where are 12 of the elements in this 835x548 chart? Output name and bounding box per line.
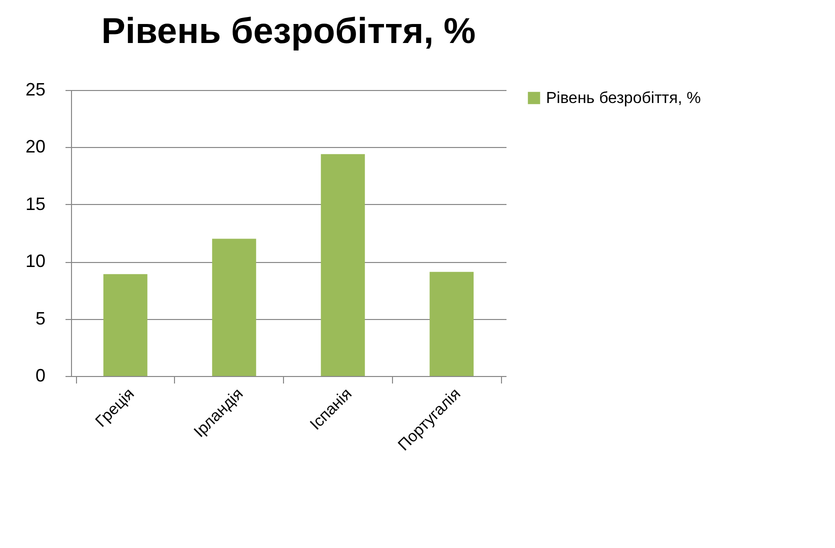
bar bbox=[430, 272, 474, 376]
y-tick-label: 20 bbox=[25, 136, 46, 157]
y-tick-label: 0 bbox=[35, 366, 46, 386]
y-tick-label: 25 bbox=[25, 80, 46, 100]
legend-label: Рівень безробіття, % bbox=[546, 90, 701, 107]
y-tick-label: 10 bbox=[25, 251, 46, 272]
bar bbox=[320, 154, 365, 376]
bar bbox=[103, 274, 148, 376]
bar bbox=[212, 238, 256, 376]
y-tick-label: 15 bbox=[25, 194, 46, 214]
chart-title: Рівень безробіття, % bbox=[101, 10, 476, 51]
y-tick-label: 5 bbox=[35, 308, 46, 328]
